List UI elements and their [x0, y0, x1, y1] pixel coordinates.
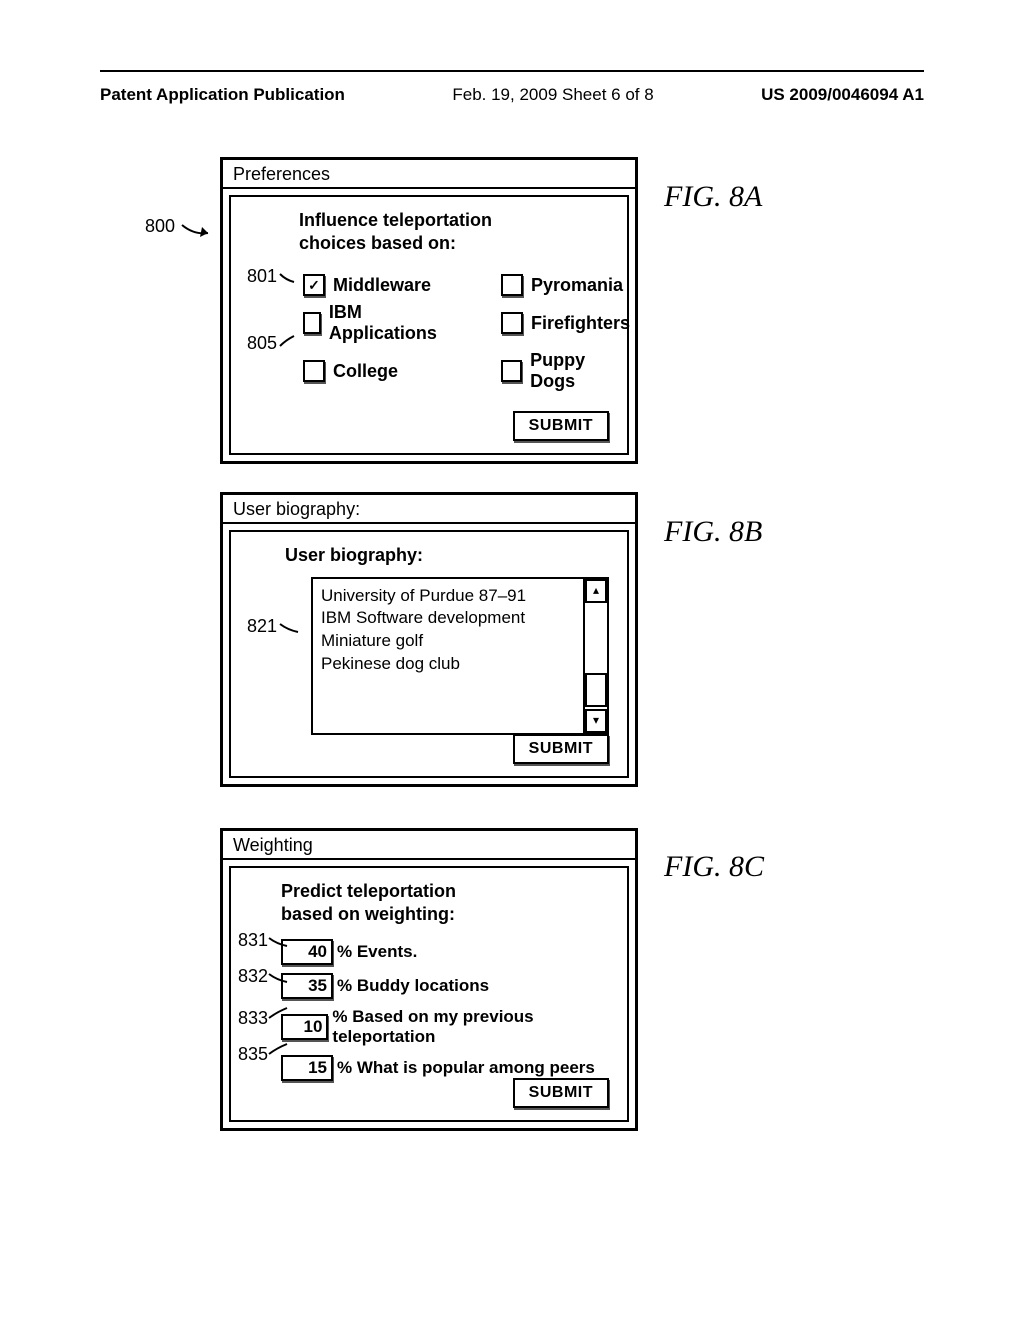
reference-831: 831	[238, 930, 268, 951]
submit-button[interactable]: SUBMIT	[513, 734, 609, 764]
weight-row-buddy: 35 % Buddy locations	[281, 973, 609, 999]
checkbox-label: Middleware	[333, 275, 431, 296]
checkbox-ibm-applications[interactable]: IBM Applications	[303, 302, 441, 344]
callout-arrow-835	[267, 1040, 295, 1060]
panel-outer: Preferences Influence teleportation choi…	[220, 157, 638, 464]
callout-arrow-805	[278, 332, 302, 352]
weight-label: % Based on my previous teleportation	[332, 1007, 609, 1047]
scroll-track[interactable]	[585, 603, 607, 709]
figure-label-8b: FIG. 8B	[664, 515, 762, 549]
checkbox-college[interactable]: College	[303, 350, 441, 392]
panel-heading: User biography:	[285, 544, 609, 567]
heading-line2: choices based on:	[299, 232, 609, 255]
checkbox-pyromania[interactable]: Pyromania	[501, 274, 630, 296]
submit-button[interactable]: SUBMIT	[513, 411, 609, 441]
checkbox-box[interactable]	[501, 274, 523, 296]
checkbox-box[interactable]	[501, 312, 523, 334]
bio-line: Pekinese dog club	[321, 653, 575, 676]
bio-line: IBM Software development	[321, 607, 575, 630]
heading-line1: Predict teleportation	[281, 880, 609, 903]
checkbox-label: IBM Applications	[329, 302, 441, 344]
checkbox-label: Puppy Dogs	[530, 350, 630, 392]
panel-title: User biography:	[223, 495, 635, 524]
bio-text-content: University of Purdue 87–91 IBM Software …	[313, 579, 583, 733]
header-center: Feb. 19, 2009 Sheet 6 of 8	[452, 85, 653, 105]
reference-801: 801	[247, 266, 277, 287]
reference-833: 833	[238, 1008, 268, 1029]
reference-800: 800	[145, 216, 175, 237]
panel-preferences: Preferences Influence teleportation choi…	[220, 157, 638, 464]
callout-arrow-821	[278, 618, 308, 638]
submit-button[interactable]: SUBMIT	[513, 1078, 609, 1108]
checkbox-box[interactable]: ✓	[303, 274, 325, 296]
reference-832: 832	[238, 966, 268, 987]
panel-inner: Influence teleportation choices based on…	[229, 195, 629, 455]
panel-biography: User biography: User biography: Universi…	[220, 492, 638, 787]
figure-label-8c: FIG. 8C	[664, 850, 764, 884]
header-left: Patent Application Publication	[100, 85, 345, 105]
callout-arrow-801	[278, 268, 302, 288]
heading-line1: Influence teleportation	[299, 209, 609, 232]
scrollbar[interactable]: ▴ ▾	[583, 579, 607, 733]
panel-outer: User biography: User biography: Universi…	[220, 492, 638, 787]
panel-title: Preferences	[223, 160, 635, 189]
heading-line2: based on weighting:	[281, 903, 609, 926]
panel-inner: Predict teleportation based on weighting…	[229, 866, 629, 1122]
weight-label: % Buddy locations	[337, 976, 489, 996]
figure-label-8a: FIG. 8A	[664, 180, 762, 214]
bio-line: Miniature golf	[321, 630, 575, 653]
weight-row-previous: 10 % Based on my previous teleportation	[281, 1007, 609, 1047]
scroll-thumb[interactable]	[585, 673, 607, 707]
page: Patent Application Publication Feb. 19, …	[0, 0, 1024, 1320]
scroll-up-icon[interactable]: ▴	[585, 579, 607, 603]
checkbox-label: College	[333, 361, 398, 382]
page-header: Patent Application Publication Feb. 19, …	[100, 85, 924, 105]
bio-textarea[interactable]: University of Purdue 87–91 IBM Software …	[311, 577, 609, 735]
panel-title: Weighting	[223, 831, 635, 860]
weight-label: % Events.	[337, 942, 417, 962]
callout-arrow-831	[267, 932, 295, 952]
callout-arrow-832	[267, 968, 295, 988]
checkbox-firefighters[interactable]: Firefighters	[501, 302, 630, 344]
checkbox-box[interactable]	[501, 360, 522, 382]
callout-arrow-833	[267, 1004, 295, 1024]
reference-821: 821	[247, 616, 277, 637]
checkbox-label: Pyromania	[531, 275, 623, 296]
checkbox-label: Firefighters	[531, 313, 630, 334]
weight-row-events: 40 % Events.	[281, 939, 609, 965]
reference-835: 835	[238, 1044, 268, 1065]
checkbox-middleware[interactable]: ✓ Middleware	[303, 274, 441, 296]
reference-805: 805	[247, 333, 277, 354]
panel-inner: User biography: University of Purdue 87–…	[229, 530, 629, 778]
checkbox-box[interactable]	[303, 360, 325, 382]
checkbox-puppy-dogs[interactable]: Puppy Dogs	[501, 350, 630, 392]
checkbox-grid: ✓ Middleware Pyromania IBM Applications …	[303, 274, 609, 392]
scroll-down-icon[interactable]: ▾	[585, 709, 607, 733]
callout-arrow-800	[180, 217, 220, 241]
panel-heading: Predict teleportation based on weighting…	[281, 880, 609, 925]
header-rule	[100, 70, 924, 72]
checkbox-box[interactable]	[303, 312, 321, 334]
header-right: US 2009/0046094 A1	[761, 85, 924, 105]
bio-line: University of Purdue 87–91	[321, 585, 575, 608]
panel-heading: Influence teleportation choices based on…	[299, 209, 609, 254]
weight-label: % What is popular among peers	[337, 1058, 595, 1078]
